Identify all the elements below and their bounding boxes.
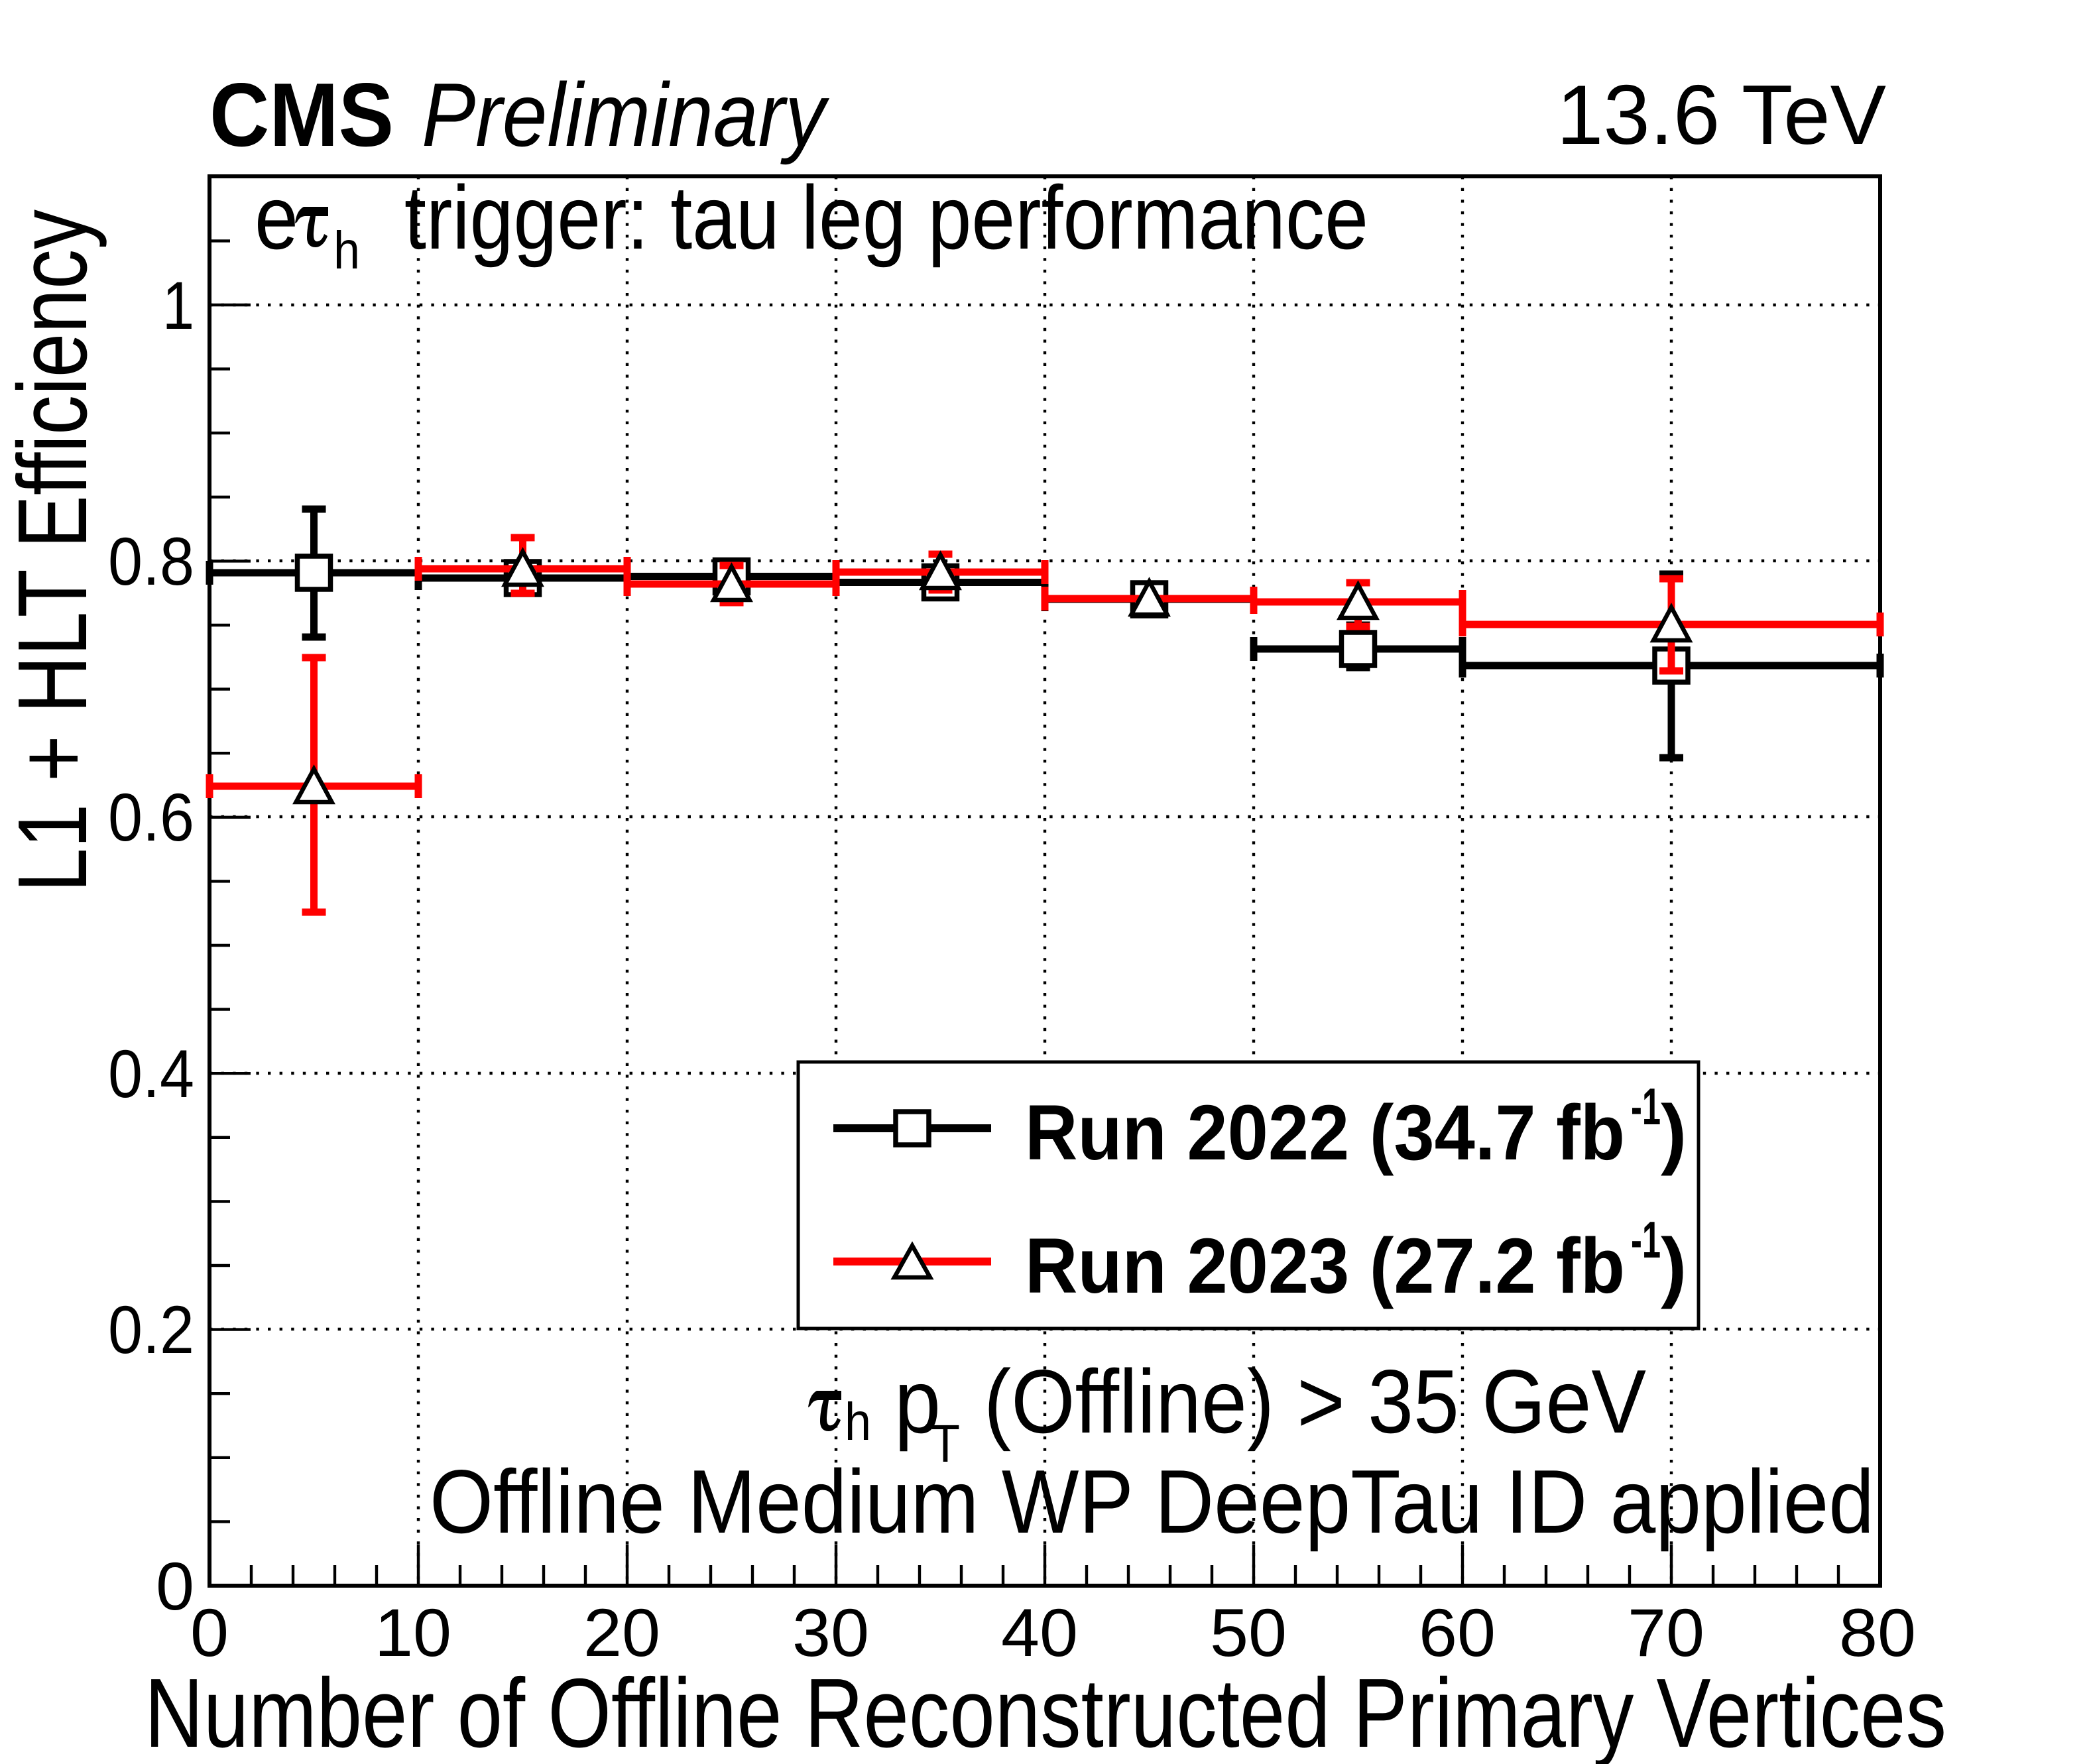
svg-text:20: 20: [583, 1595, 660, 1671]
svg-text:(Offline) > 35 GeV: (Offline) > 35 GeV: [984, 1351, 1646, 1452]
svg-text:h: h: [845, 1392, 871, 1451]
svg-text:40: 40: [1001, 1595, 1078, 1671]
svg-text:0.8: 0.8: [108, 524, 194, 599]
svg-text:Run 2022 (34.7 fb: Run 2022 (34.7 fb: [1025, 1089, 1625, 1177]
svg-text:-1: -1: [1631, 1077, 1661, 1136]
svg-text:13.6 TeV: 13.6 TeV: [1557, 68, 1886, 162]
svg-text:10: 10: [375, 1595, 451, 1671]
svg-text:80: 80: [1839, 1595, 1916, 1671]
svg-text:60: 60: [1419, 1595, 1496, 1671]
svg-text:30: 30: [792, 1595, 869, 1671]
svg-text:50: 50: [1210, 1595, 1287, 1671]
svg-text:70: 70: [1628, 1595, 1704, 1671]
svg-text:-1: -1: [1631, 1210, 1661, 1269]
svg-text:0: 0: [190, 1595, 229, 1671]
svg-text:Number of Offline Reconstructe: Number of Offline Reconstructed Primary …: [145, 1659, 1946, 1764]
svg-text:): ): [1661, 1222, 1687, 1310]
svg-text:Offline Medium WP DeepTau ID a: Offline Medium WP DeepTau ID applied: [430, 1451, 1874, 1552]
svg-text:trigger: tau leg performance: trigger: tau leg performance: [404, 167, 1368, 268]
svg-text:0.6: 0.6: [108, 780, 194, 855]
svg-text:T: T: [931, 1414, 960, 1473]
svg-text:L1 + HLT Efficiency: L1 + HLT Efficiency: [0, 209, 107, 892]
svg-text:p: p: [894, 1351, 941, 1452]
svg-text:0.2: 0.2: [108, 1292, 194, 1368]
svg-text:Run 2023 (27.2 fb: Run 2023 (27.2 fb: [1025, 1222, 1625, 1310]
svg-text:0: 0: [156, 1549, 194, 1624]
svg-text:e: e: [255, 167, 298, 268]
svg-text:1: 1: [162, 268, 194, 343]
svg-text:0.4: 0.4: [108, 1036, 194, 1112]
svg-text:): ): [1661, 1089, 1687, 1177]
svg-text:Preliminary: Preliminary: [422, 64, 829, 165]
svg-text:h: h: [333, 221, 360, 280]
svg-text:CMS: CMS: [209, 64, 394, 165]
